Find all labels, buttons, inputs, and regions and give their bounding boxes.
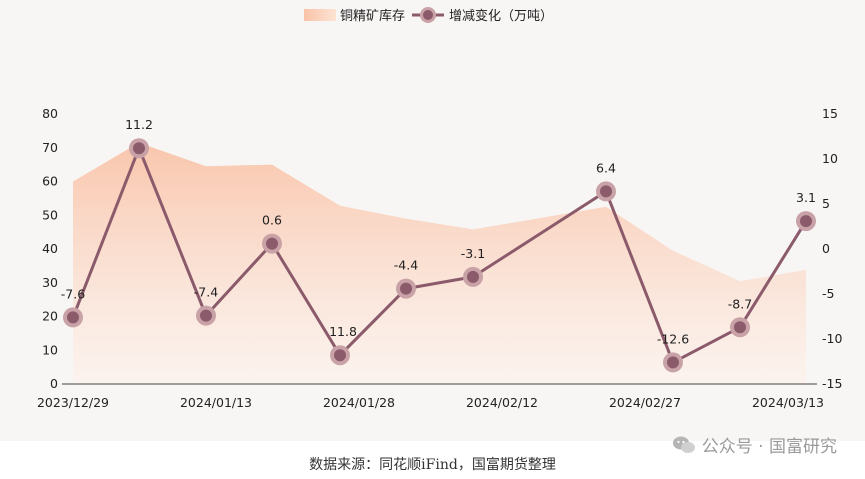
source-text: 数据来源：同花顺iFind，国富期货整理 bbox=[309, 457, 556, 473]
left-tick-label: 40 bbox=[42, 241, 58, 256]
left-tick-label: 20 bbox=[42, 309, 58, 324]
left-tick-label: 80 bbox=[42, 106, 58, 121]
watermark: 公众号 · 国富研究 bbox=[672, 432, 837, 457]
change-point bbox=[262, 233, 282, 254]
data-label: -3.1 bbox=[461, 246, 485, 261]
chart-panel: 铜精矿库存 增减变化（万吨） 0 10 20 30 40 50 60 70 80 15 10 5 0-… bbox=[36, 7, 843, 410]
right-tick-label: 15 bbox=[822, 106, 838, 121]
change-point-dot bbox=[266, 237, 278, 250]
change-point-dot bbox=[400, 282, 412, 295]
change-point bbox=[663, 352, 683, 373]
data-label: -8.7 bbox=[728, 296, 752, 311]
x-tick-label: 2024/02/12 bbox=[466, 395, 538, 410]
data-label: 6.4 bbox=[596, 160, 616, 175]
watermark-text: 公众号 · 国富研究 bbox=[701, 437, 837, 457]
legend-label-change: 增减变化（万吨） bbox=[449, 8, 553, 24]
change-point bbox=[396, 278, 416, 299]
legend-swatch-inventory bbox=[304, 9, 336, 21]
change-point-dot bbox=[800, 215, 812, 228]
right-tick-label: 5 bbox=[822, 196, 830, 211]
left-tick-label: 10 bbox=[42, 342, 58, 357]
change-point bbox=[596, 181, 616, 202]
data-label: -12.6 bbox=[657, 331, 689, 346]
right-axis: 15 10 5 0 -5 -10 -15 bbox=[822, 106, 842, 391]
x-axis: 2023/12/29 2024/01/13 2024/01/28 2024/02/12… bbox=[37, 395, 824, 410]
change-point-dot bbox=[67, 311, 79, 324]
x-tick-label: 2024/01/13 bbox=[180, 395, 252, 410]
data-label: -4.4 bbox=[394, 258, 418, 273]
data-label: 0.6 bbox=[262, 213, 282, 228]
x-tick-label: 2024/01/28 bbox=[323, 395, 395, 410]
inventory-area-layer bbox=[73, 142, 806, 384]
change-point bbox=[63, 307, 83, 328]
footer: 公众号 · 国富研究 数据来源：同花顺iFind，国富期货整理 bbox=[0, 436, 865, 479]
change-point-dot bbox=[600, 185, 612, 198]
data-label: 3.1 bbox=[796, 190, 816, 205]
change-marker-layer bbox=[63, 138, 816, 373]
right-tick-label: -10 bbox=[822, 331, 842, 346]
change-point-dot bbox=[467, 270, 479, 283]
change-point-dot bbox=[667, 356, 679, 369]
change-point-dot bbox=[734, 321, 746, 334]
left-tick-label: 70 bbox=[42, 140, 58, 155]
x-tick-label: 2024/03/13 bbox=[752, 395, 824, 410]
right-tick-label: 0 bbox=[822, 241, 830, 256]
left-tick-label: 60 bbox=[42, 174, 58, 189]
data-label-layer: -7.6 11.2 -7.4 0.6 11.8 -4.4 -3.1 6.4 -12.6 -8.7 3… bbox=[61, 117, 816, 346]
x-tick-label: 2024/02/27 bbox=[609, 395, 681, 410]
change-point-dot bbox=[200, 309, 212, 322]
right-tick-label: -15 bbox=[822, 376, 842, 391]
change-point bbox=[196, 305, 216, 326]
left-axis: 0 10 20 30 40 50 60 70 80 bbox=[42, 106, 58, 391]
change-point bbox=[330, 345, 350, 366]
legend-label-inventory: 铜精矿库存 bbox=[340, 8, 405, 24]
legend: 铜精矿库存 增减变化（万吨） bbox=[304, 7, 553, 24]
change-point bbox=[796, 211, 816, 232]
x-tick-label: 2023/12/29 bbox=[37, 395, 109, 410]
change-point-dot bbox=[133, 142, 145, 155]
change-point bbox=[129, 138, 149, 159]
legend-swatch-change-dot bbox=[423, 10, 433, 20]
right-tick-label: 10 bbox=[822, 151, 838, 166]
left-tick-label: 0 bbox=[50, 376, 58, 391]
inventory-area bbox=[73, 142, 806, 384]
right-tick-label: -5 bbox=[822, 286, 834, 301]
data-label: 11.8 bbox=[329, 324, 357, 339]
data-label: -7.4 bbox=[194, 285, 218, 300]
left-tick-label: 50 bbox=[42, 207, 58, 222]
left-tick-label: 30 bbox=[42, 275, 58, 290]
data-label: -7.6 bbox=[61, 286, 85, 301]
change-point bbox=[463, 266, 483, 287]
wechat-icon bbox=[672, 436, 695, 453]
change-point bbox=[730, 317, 750, 338]
change-point-dot bbox=[334, 349, 346, 362]
data-label: 11.2 bbox=[125, 117, 153, 132]
